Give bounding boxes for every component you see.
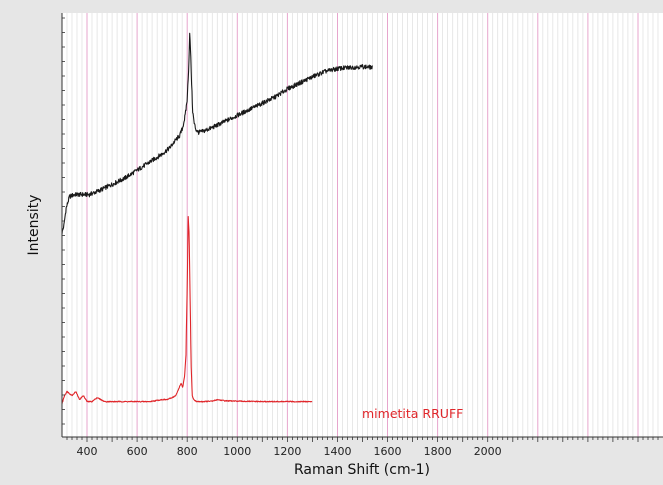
tick-marks [62, 17, 659, 442]
y-axis-label: Intensity [26, 195, 42, 256]
x-tick-label: 1400 [324, 445, 352, 458]
series-line-sample [61, 32, 373, 235]
grid-lines [66, 13, 659, 437]
series-label-mimetita: mimetita RRUFF [362, 406, 463, 421]
x-tick-label: 800 [177, 445, 198, 458]
x-axis-label: Raman Shift (cm-1) [294, 462, 430, 478]
x-tick-label: 1200 [273, 445, 301, 458]
x-tick-label: 1600 [374, 445, 402, 458]
x-tick-label: 1800 [424, 445, 452, 458]
x-tick-label: 400 [77, 445, 98, 458]
x-tick-label: 600 [127, 445, 148, 458]
x-tick-label: 1000 [223, 445, 251, 458]
series-lines [61, 32, 373, 405]
tick-labels: 400 600 800 1000 1200 1400 1600 1800 2000 [77, 445, 502, 458]
series-line-reference [61, 215, 313, 405]
x-tick-label: 2000 [474, 445, 502, 458]
